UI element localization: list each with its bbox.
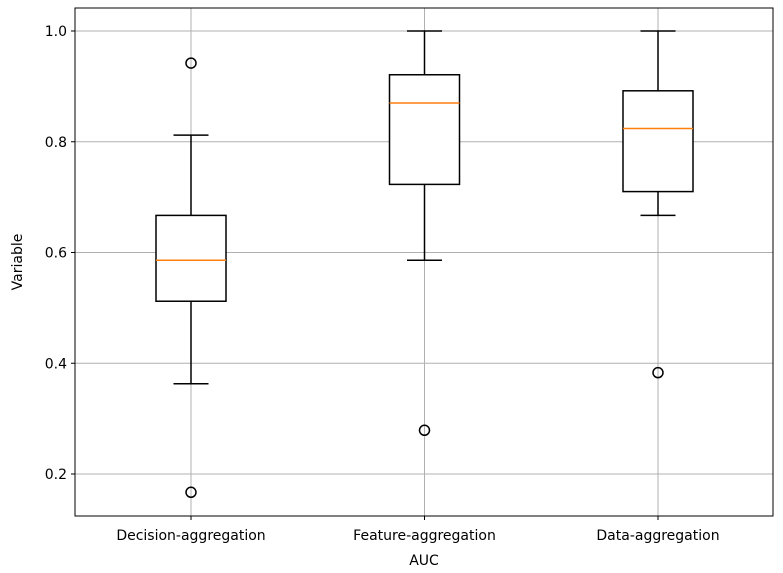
iqr-box bbox=[622, 90, 694, 193]
y-tick-label: 1.0 bbox=[45, 24, 67, 40]
y-tick-label: 0.2 bbox=[45, 467, 67, 483]
y-tick-label: 0.8 bbox=[45, 135, 67, 151]
x-axis-ticks: Decision-aggregation Feature-aggregation D… bbox=[116, 516, 720, 544]
iqr-box bbox=[388, 73, 461, 186]
x-tick-label: Decision-aggregation bbox=[116, 528, 265, 544]
x-tick-label: Feature-aggregation bbox=[353, 528, 496, 544]
x-axis-label: AUC bbox=[409, 553, 439, 569]
y-axis-label: Variable bbox=[10, 234, 26, 291]
box-group bbox=[155, 57, 227, 499]
iqr-box bbox=[155, 214, 227, 302]
y-tick-label: 0.6 bbox=[45, 246, 67, 262]
box-plot-series bbox=[155, 30, 694, 499]
y-axis-ticks: 0.2 0.4 0.6 0.8 1.0 bbox=[45, 24, 75, 483]
y-tick-label: 0.4 bbox=[45, 356, 67, 372]
box-group bbox=[622, 30, 694, 379]
outlier-point bbox=[652, 366, 664, 379]
outlier-point bbox=[185, 57, 197, 69]
box-group bbox=[388, 30, 461, 437]
outlier-point bbox=[418, 424, 431, 437]
outlier-point bbox=[185, 486, 197, 499]
x-tick-label: Data-aggregation bbox=[596, 528, 719, 544]
